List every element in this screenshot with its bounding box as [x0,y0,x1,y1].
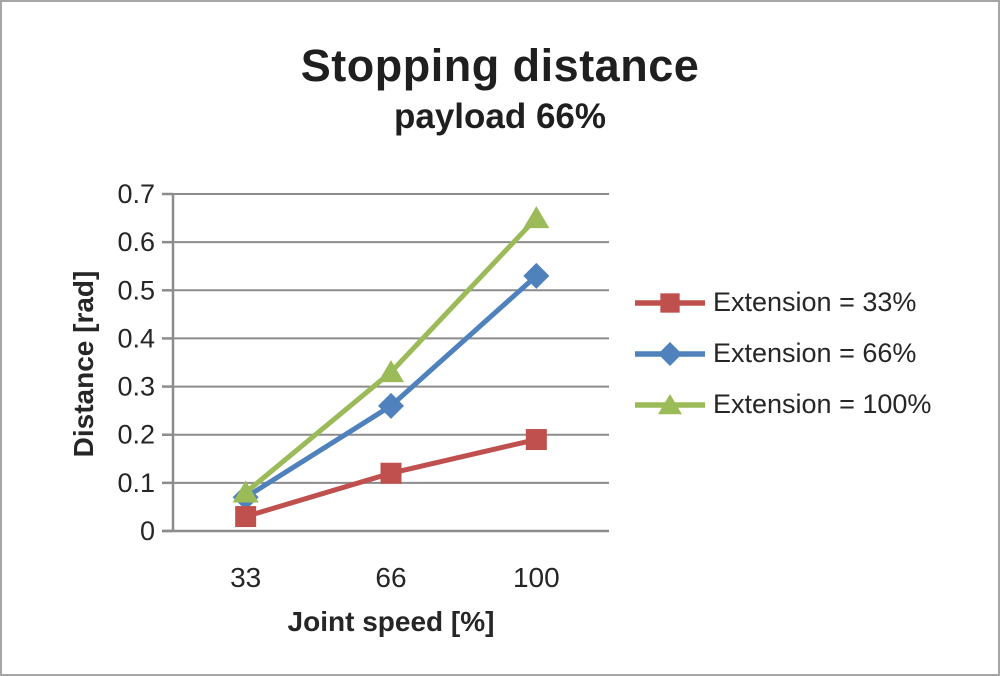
y-tick-label: 0.2 [117,420,155,450]
chart-title-block: Stopping distance payload 66% [2,38,998,140]
legend-marker-square-icon [635,292,705,313]
triangle-marker-icon [658,393,682,414]
square-marker-icon [525,429,547,451]
chart-title: Stopping distance [300,40,700,91]
legend-marker-diamond-icon [635,341,705,366]
legend: Extension = 33% Extension = 66% Extensio… [633,277,931,430]
square-marker-icon [235,506,257,528]
chart-subtitle: payload 66% [393,97,607,136]
y-tick-label: 0.6 [117,227,155,257]
legend-label: Extension = 66% [713,338,917,368]
legend-item-extension-100: Extension = 100% [633,379,931,430]
triangle-marker-icon [523,206,550,229]
diamond-marker-icon [378,392,404,419]
square-marker-icon [380,462,402,484]
x-axis-title: Joint speed [%] [287,606,495,637]
triangle-marker-icon [232,480,259,503]
y-tick-label: 0.3 [117,372,155,402]
y-tick-label: 0.5 [117,275,155,305]
x-tick-label: 33 [230,562,261,593]
y-tick-label: 0.4 [117,323,155,353]
y-tick-label: 0.1 [117,468,155,498]
y-tick-label: 0.7 [117,179,155,209]
diamond-marker-icon [658,341,682,366]
legend-label: Extension = 100% [713,389,932,419]
diamond-marker-icon [523,262,550,289]
y-axis-title: Distance [rad] [68,270,99,458]
legend-label: Extension = 33% [713,287,917,317]
x-tick-label: 66 [375,562,406,593]
legend-marker-triangle-icon [635,393,705,414]
x-tick-label: 100 [513,562,560,593]
y-tick-label: 0 [140,516,155,546]
legend-item-extension-66: Extension = 66% [633,328,931,379]
triangle-marker-icon [378,360,404,383]
legend-item-extension-33: Extension = 33% [633,277,931,328]
square-marker-icon [660,292,680,313]
